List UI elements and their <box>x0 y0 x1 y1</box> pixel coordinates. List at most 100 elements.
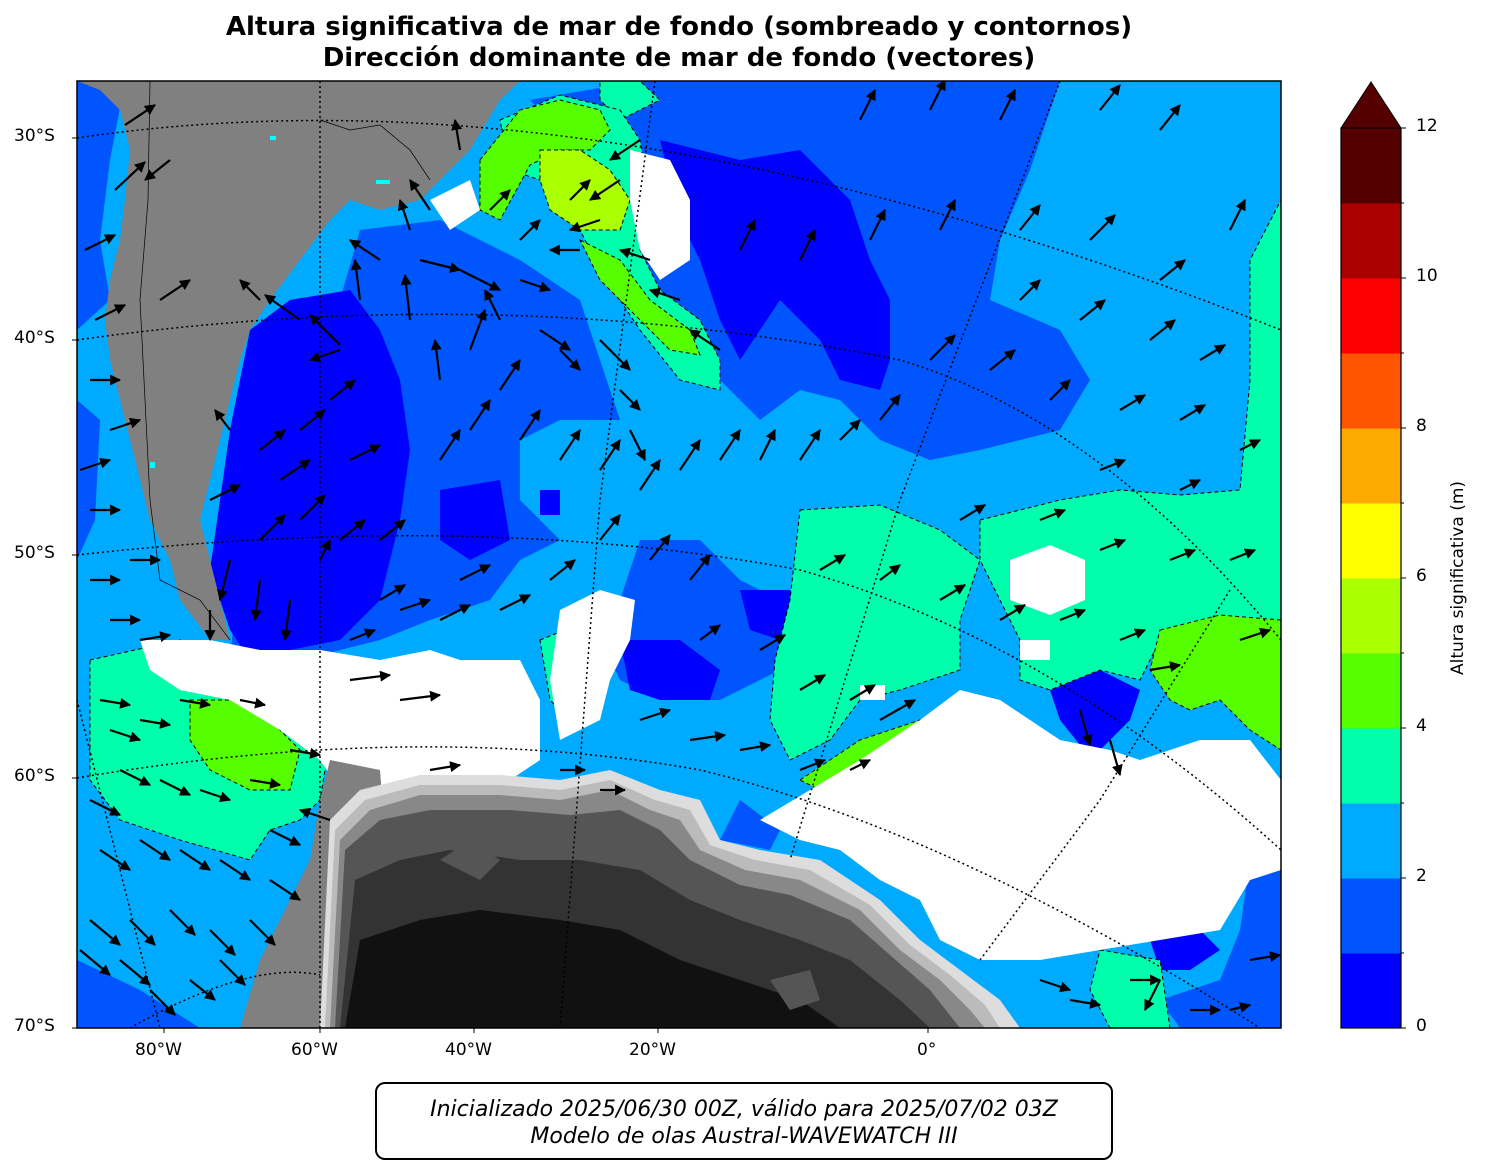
swell-vector-arrow <box>1179 479 1201 491</box>
swell-vector-arrow <box>1239 627 1272 642</box>
swell-vector-arrow <box>84 234 116 251</box>
swell-vector-arrow <box>959 504 986 521</box>
colorbar-band <box>1341 278 1401 354</box>
swell-vector-arrow <box>1239 439 1261 451</box>
swell-vector-arrow <box>799 229 816 261</box>
swell-vector-arrow <box>999 89 1016 121</box>
swell-vector-arrow <box>799 674 826 691</box>
swell-vector-arrow <box>589 179 621 201</box>
swell-vector-arrow <box>349 670 392 682</box>
country-border <box>319 119 431 181</box>
swell-vector-arrow <box>1108 739 1123 777</box>
swell-vector-arrow <box>699 624 721 641</box>
swell-vector-arrow <box>289 747 322 759</box>
swell-vector-arrow <box>279 459 311 481</box>
swell-vector-arrow <box>209 484 241 501</box>
swell-vector-arrow <box>1039 978 1072 993</box>
colorbar-tick-6: 6 <box>1416 566 1427 586</box>
swell-vector-arrow <box>239 279 261 301</box>
swell-vector-arrow <box>309 314 341 346</box>
swell-vector-arrow <box>929 334 956 361</box>
swell-vector-arrow <box>1229 199 1246 231</box>
swell-vector-arrow <box>739 219 756 251</box>
swell-vector-arrow <box>469 399 491 431</box>
swell-vector-arrow <box>249 777 282 789</box>
swell-vector-arrow <box>1144 979 1161 1011</box>
swell-vector-arrow <box>319 539 331 561</box>
swell-vector-arrow <box>430 338 442 381</box>
colorbar-tick-12: 12 <box>1416 116 1438 136</box>
colorbar-band <box>1341 203 1401 279</box>
swell-vector-arrow <box>399 690 442 702</box>
swell-vector-arrow <box>499 594 531 611</box>
swell-vector-arrow <box>689 554 711 581</box>
swell-vector-arrow <box>569 179 591 201</box>
swell-vector-arrow <box>400 273 412 321</box>
swell-vector-arrow <box>1119 394 1146 411</box>
swell-vector-arrow <box>679 439 701 471</box>
swell-vector-arrow <box>929 81 946 111</box>
swell-vector-arrow <box>219 959 246 986</box>
swell-vector-arrow <box>484 289 501 321</box>
ice-no-data-areas <box>140 150 1281 960</box>
swell-vector-arrow <box>1099 538 1127 552</box>
swell-vector-arrow <box>249 919 276 946</box>
footer-info-box: Inicializado 2025/06/30 00Z, válido para… <box>375 1082 1113 1160</box>
swell-vector-arrow <box>1019 279 1041 301</box>
colorbar-tick-4: 4 <box>1416 716 1427 736</box>
swell-vector-arrow <box>759 634 786 651</box>
swell-vector-arrow <box>124 104 156 126</box>
swell-vector-arrow <box>549 559 576 581</box>
swell-vector-arrow <box>439 604 471 621</box>
swell-vector-arrow <box>559 349 581 371</box>
swell-vector-arrow <box>1229 1002 1252 1013</box>
lat-tick-30s: 30°S <box>14 126 55 146</box>
graticule <box>77 81 1281 1028</box>
swell-vector-arrow <box>689 329 721 351</box>
swell-vector-arrow <box>459 269 501 291</box>
swell-vector-arrow <box>109 728 142 743</box>
swell-vector-arrow <box>619 389 641 411</box>
swell-vector-arrow <box>79 949 111 976</box>
colorbar-band <box>1341 728 1401 804</box>
swell-vector-arrow <box>759 429 776 461</box>
swell-direction-vectors <box>79 81 1281 1016</box>
lat-tick-70s: 70°S <box>14 1016 55 1036</box>
swell-vector-arrow <box>1229 548 1257 562</box>
swell-vector-arrow <box>189 979 216 1001</box>
colorbar-band <box>1341 578 1401 654</box>
swell-vector-arrow <box>649 534 671 561</box>
swell-vector-arrow <box>94 304 126 321</box>
swell-vector-arrow <box>559 429 581 461</box>
swell-vector-arrow <box>639 707 672 722</box>
swell-vector-arrow <box>539 329 571 351</box>
swell-vector-arrow <box>999 604 1026 621</box>
swell-vector-arrow <box>109 417 142 432</box>
swell-vector-arrow <box>618 247 651 262</box>
swell-vector-arrow <box>939 199 956 231</box>
swell-vector-arrow <box>139 717 172 729</box>
swell-vector-arrow <box>329 379 356 401</box>
swell-vector-arrow <box>1149 661 1182 673</box>
swell-vector-arrow <box>399 597 432 612</box>
swell-vector-arrow <box>1078 709 1093 747</box>
swell-vector-arrow <box>1149 319 1176 341</box>
swell-vector-arrow <box>519 219 541 241</box>
swell-vector-arrow <box>280 599 292 642</box>
swell-vector-arrow <box>451 118 463 151</box>
swell-vector-arrow <box>89 799 121 816</box>
swell-vector-arrow <box>519 409 541 441</box>
lon-tick-80w: 80°W <box>135 1040 182 1060</box>
swell-vector-arrow <box>599 339 631 371</box>
colorbar-band <box>1341 428 1401 504</box>
swell-0-1m-regions <box>210 140 1220 970</box>
country-border <box>139 81 231 641</box>
swell-vector-arrow <box>269 879 301 901</box>
swell-vector-arrow <box>1079 299 1106 321</box>
swell-vector-arrow <box>144 159 171 181</box>
lon-tick-0: 0° <box>917 1040 937 1060</box>
swell-vector-arrow <box>1059 608 1087 622</box>
lat-tick-60s: 60°S <box>14 766 55 786</box>
swell-vector-arrow <box>217 559 232 602</box>
swell-vector-arrow <box>1199 344 1226 361</box>
